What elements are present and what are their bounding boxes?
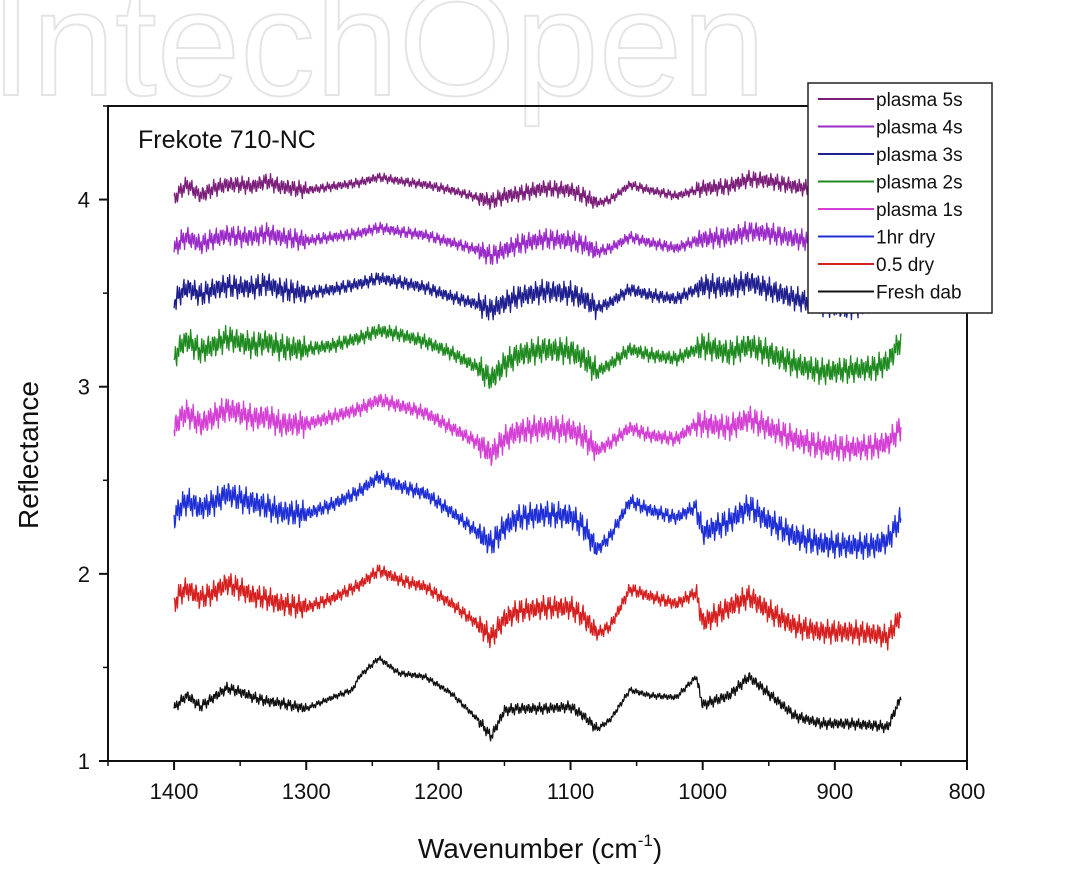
y-axis-title: Reflectance <box>13 381 44 529</box>
x-axis-title-suffix: ) <box>653 833 662 864</box>
x-tick-label: 800 <box>949 779 986 804</box>
y-tick-label: 4 <box>78 188 90 213</box>
x-tick-label: 900 <box>816 779 853 804</box>
legend-entry-label: Fresh dab <box>876 283 962 304</box>
legend-entry-label: plasma 5s <box>876 90 963 111</box>
legend-entry-label: 0.5 dry <box>876 255 935 276</box>
series-line <box>173 655 902 742</box>
legend-entry-label: plasma 2s <box>876 173 963 194</box>
x-tick-label: 1300 <box>282 779 331 804</box>
y-axis-ticks: 1 2 3 4 <box>78 105 108 774</box>
series-line <box>173 270 902 321</box>
x-tick-label: 1000 <box>678 779 727 804</box>
series-line <box>173 220 902 265</box>
svg-text:IntechOpen: IntechOpen <box>0 0 766 127</box>
series-lines <box>173 169 902 742</box>
plot-frame <box>107 105 968 762</box>
y-tick-label: 2 <box>78 562 90 587</box>
legend-entry-label: plasma 4s <box>876 118 963 139</box>
legend: plasma 5s plasma 4s plasma 3s plasma 2s plas… <box>807 82 993 314</box>
series-line <box>173 323 902 390</box>
x-axis-ticks: 1400 1300 1200 1100 1000 900 800 <box>107 761 986 804</box>
series-line <box>173 564 902 651</box>
x-tick-label: 1200 <box>414 779 463 804</box>
y-tick-label: 1 <box>78 749 90 774</box>
x-tick-label: 1100 <box>547 779 594 804</box>
chart-title: Frekote 710-NC <box>138 126 316 154</box>
legend-box <box>807 82 993 314</box>
x-tick-label: 1400 <box>150 779 199 804</box>
x-axis-title-superscript: -1 <box>638 831 653 850</box>
x-axis-title-main: Wavenumber (cm <box>418 833 638 864</box>
series-line <box>173 393 902 467</box>
x-axis-title: Wavenumber (cm-1) <box>418 831 662 864</box>
legend-entry-label: plasma 1s <box>876 200 963 221</box>
legend-entry-label: 1hr dry <box>876 228 936 249</box>
series-line <box>173 470 902 560</box>
series-line <box>173 169 902 210</box>
legend-entry-label: plasma 3s <box>876 145 963 166</box>
watermark-logo: IntechOpen <box>0 0 767 128</box>
y-tick-label: 3 <box>78 375 90 400</box>
